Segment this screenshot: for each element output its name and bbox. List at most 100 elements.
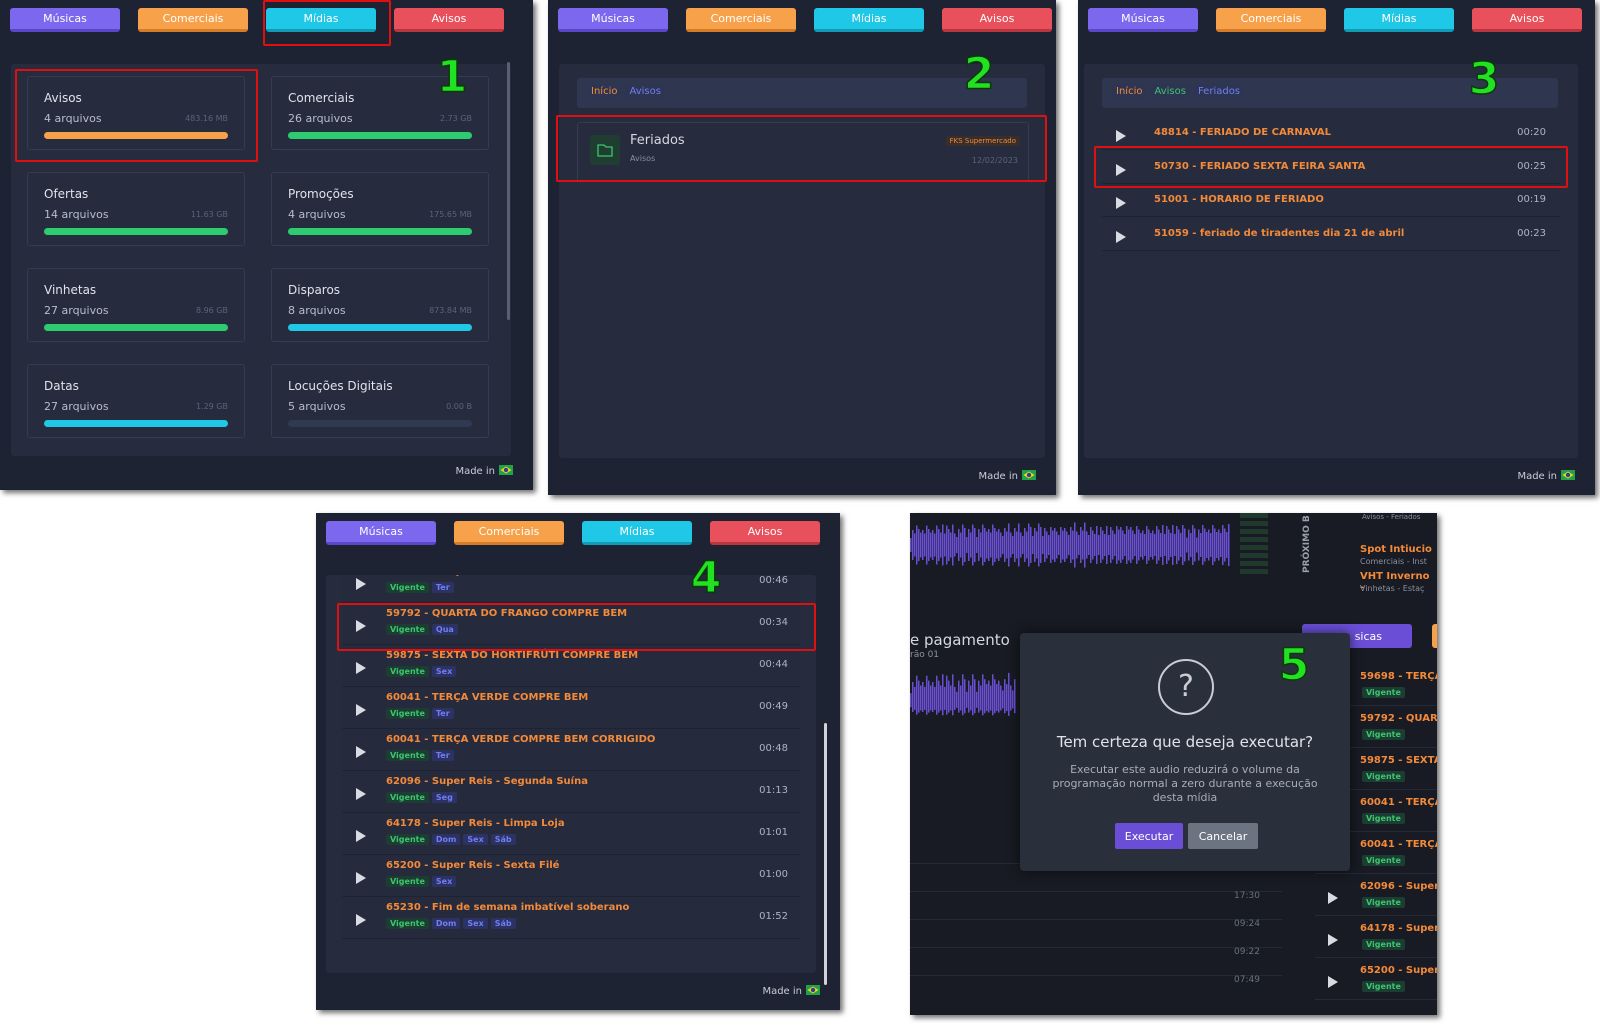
folder-card[interactable]: Locuções Digitais 5 arquivos 0.00 B (271, 364, 489, 438)
tag: Vigente (386, 582, 429, 593)
wave-bar (1096, 526, 1098, 564)
wave-bar (994, 679, 996, 714)
audio-row: 65230 - Fim de semana imbatível soberano… (342, 897, 800, 939)
audio-title: 64178 - Super Reis - Limpa Loja (386, 818, 565, 829)
tab[interactable]: Comerciais (454, 521, 564, 545)
time: 09:22 (1234, 947, 1260, 957)
play-button[interactable] (356, 869, 366, 888)
play-button[interactable] (356, 827, 366, 846)
dialog-icon: ? (1158, 659, 1214, 715)
wave-bar (1166, 526, 1168, 564)
wave-bar (940, 685, 942, 711)
play-button[interactable] (1116, 194, 1126, 213)
play-icon (356, 830, 366, 842)
tab[interactable]: Avisos (1472, 8, 1582, 32)
tab[interactable]: Mídias (814, 8, 924, 32)
audio-title: 65230 - Fim de semana imbatível soberano (386, 902, 630, 913)
wave-bar (1200, 533, 1202, 557)
card-title: Ofertas (44, 187, 89, 201)
play-button[interactable] (1328, 931, 1338, 950)
tab[interactable]: Músicas (326, 521, 436, 545)
card-title: Comerciais (288, 91, 355, 105)
wave-bar (994, 528, 996, 562)
play-icon (356, 704, 366, 716)
play-button[interactable] (356, 659, 366, 678)
wave-bar (1140, 533, 1142, 557)
tab[interactable]: Avisos (394, 8, 504, 32)
wave-bar (936, 675, 938, 715)
folder-card[interactable]: Disparos 8 arquivos 873.84 MB (271, 268, 489, 342)
play-button[interactable] (356, 911, 366, 930)
confirm-button[interactable]: Executar (1115, 823, 1183, 849)
play-button[interactable] (1116, 161, 1126, 180)
tab[interactable]: Comerciais (1216, 8, 1326, 32)
play-button[interactable] (1116, 228, 1126, 247)
dialog-message: Executar este audio reduzirá o volume da… (1052, 763, 1318, 804)
wave-bar (1182, 525, 1184, 565)
breadcrumb-item[interactable]: Início (587, 84, 622, 99)
tab[interactable]: Avisos (942, 8, 1052, 32)
wave-bar (1002, 690, 1004, 709)
wave-bar (1122, 530, 1124, 560)
play-button[interactable] (1328, 889, 1338, 908)
play-button[interactable] (1116, 127, 1126, 146)
play-button[interactable] (1328, 973, 1338, 992)
folder-card[interactable]: Datas 27 arquivos 1.29 GB (27, 364, 245, 438)
tab[interactable]: Músicas (10, 8, 120, 32)
play-button[interactable] (356, 701, 366, 720)
folder-card[interactable]: Vinhetas 27 arquivos 8.96 GB (27, 268, 245, 342)
wave-bar (1128, 529, 1130, 561)
tab[interactable]: Mídias (582, 521, 692, 545)
breadcrumb-item[interactable]: Feriados (1193, 84, 1245, 99)
list-row (1315, 749, 1437, 790)
card-title: Promoções (288, 187, 354, 201)
tab[interactable]: Mídias (266, 8, 376, 32)
play-button[interactable] (356, 785, 366, 804)
audio-title: 59698 - TERÇA VERDE COMPRE BEM (386, 575, 588, 577)
waveform (910, 513, 1230, 577)
breadcrumb-item[interactable]: Início (1112, 84, 1147, 99)
wave-bar (912, 682, 914, 712)
wave-bar (1158, 529, 1160, 561)
wave-bar (954, 686, 956, 710)
play-icon (1116, 197, 1126, 209)
tab[interactable]: Comerciais (686, 8, 796, 32)
play-button[interactable] (356, 575, 366, 594)
wave-bar (986, 531, 988, 559)
time: 09:24 (1234, 919, 1260, 929)
footer-text: Made in (455, 466, 495, 477)
tab[interactable]: Avisos (710, 521, 820, 545)
wave-bar (1048, 535, 1050, 555)
tab[interactable]: Músicas (1088, 8, 1198, 32)
folder-card[interactable]: Avisos 4 arquivos 483.16 MB (27, 76, 245, 150)
breadcrumb-item[interactable]: Avisos (625, 84, 665, 99)
panel: Músicas Comerciais Mídias Avisos Avisos 4 arq… (0, 0, 533, 490)
tag: Sex (431, 666, 457, 677)
wave-bar (1222, 525, 1224, 565)
wave-bar (1220, 533, 1222, 557)
breadcrumb-item[interactable]: Avisos (1150, 84, 1190, 99)
cancel-button[interactable]: Cancelar (1188, 823, 1258, 849)
audio-duration: 01:13 (759, 785, 788, 796)
play-shape (356, 620, 366, 632)
tag: Qua (431, 624, 458, 635)
wave-bar (1170, 533, 1172, 557)
waveform-svg (910, 671, 1230, 717)
list-title: 64178 - Super (1360, 923, 1437, 934)
wave-bar (1056, 531, 1058, 559)
wave-bar (1204, 528, 1206, 562)
wave-bar (1144, 534, 1146, 556)
play-button[interactable] (356, 617, 366, 636)
play-button[interactable] (356, 743, 366, 762)
tab[interactable]: Mídias (1344, 8, 1454, 32)
wave-bar (918, 680, 920, 713)
wave-bar (1226, 532, 1228, 558)
tab[interactable]: Comerciais (138, 8, 248, 32)
tab[interactable]: Músicas (558, 8, 668, 32)
folder-card[interactable]: Ofertas 14 arquivos 11.63 GB (27, 172, 245, 246)
next-title: VHT Inverno - (1360, 571, 1430, 593)
folder-owner: FKS Supermercado (945, 136, 1020, 146)
folder-card[interactable]: Promoções 4 arquivos 175.65 MB (271, 172, 489, 246)
wave-bar (1206, 532, 1208, 558)
folder-card[interactable]: Comerciais 26 arquivos 2.73 GB (271, 76, 489, 150)
